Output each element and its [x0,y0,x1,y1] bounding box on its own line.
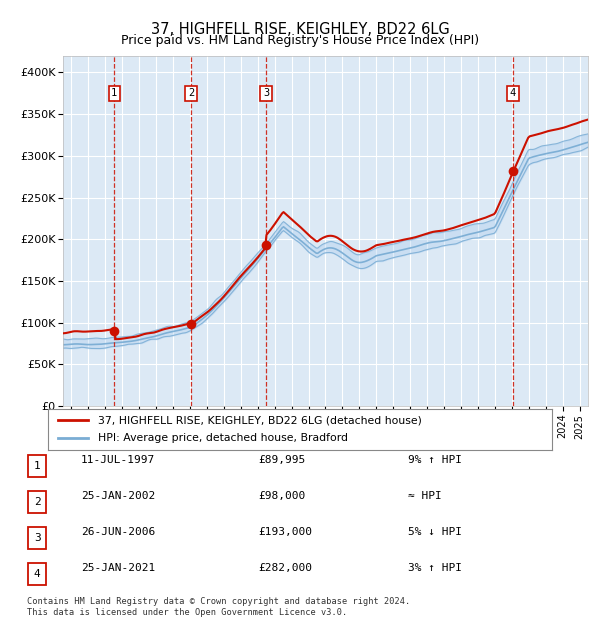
Text: 4: 4 [510,88,516,99]
Text: £89,995: £89,995 [258,455,305,465]
Text: Contains HM Land Registry data © Crown copyright and database right 2024.
This d: Contains HM Land Registry data © Crown c… [27,598,410,617]
Text: 1: 1 [111,88,118,99]
FancyBboxPatch shape [28,455,46,477]
FancyBboxPatch shape [28,527,46,549]
Text: 5% ↓ HPI: 5% ↓ HPI [408,527,462,537]
Text: £98,000: £98,000 [258,491,305,501]
Text: 37, HIGHFELL RISE, KEIGHLEY, BD22 6LG: 37, HIGHFELL RISE, KEIGHLEY, BD22 6LG [151,22,449,37]
Text: 3: 3 [263,88,269,99]
Text: 25-JAN-2021: 25-JAN-2021 [81,563,155,573]
Text: £193,000: £193,000 [258,527,312,537]
Text: 2: 2 [188,88,194,99]
Text: £282,000: £282,000 [258,563,312,573]
FancyBboxPatch shape [28,491,46,513]
Text: HPI: Average price, detached house, Bradford: HPI: Average price, detached house, Brad… [98,433,349,443]
Text: 2: 2 [34,497,41,507]
Text: 3: 3 [34,533,41,543]
FancyBboxPatch shape [28,563,46,585]
Text: 1: 1 [34,461,41,471]
Text: 4: 4 [34,569,41,579]
Text: 9% ↑ HPI: 9% ↑ HPI [408,455,462,465]
Text: 26-JUN-2006: 26-JUN-2006 [81,527,155,537]
Text: 37, HIGHFELL RISE, KEIGHLEY, BD22 6LG (detached house): 37, HIGHFELL RISE, KEIGHLEY, BD22 6LG (d… [98,415,422,425]
Text: ≈ HPI: ≈ HPI [408,491,442,501]
Text: 11-JUL-1997: 11-JUL-1997 [81,455,155,465]
Text: Price paid vs. HM Land Registry's House Price Index (HPI): Price paid vs. HM Land Registry's House … [121,34,479,47]
Text: 3% ↑ HPI: 3% ↑ HPI [408,563,462,573]
Text: 25-JAN-2002: 25-JAN-2002 [81,491,155,501]
